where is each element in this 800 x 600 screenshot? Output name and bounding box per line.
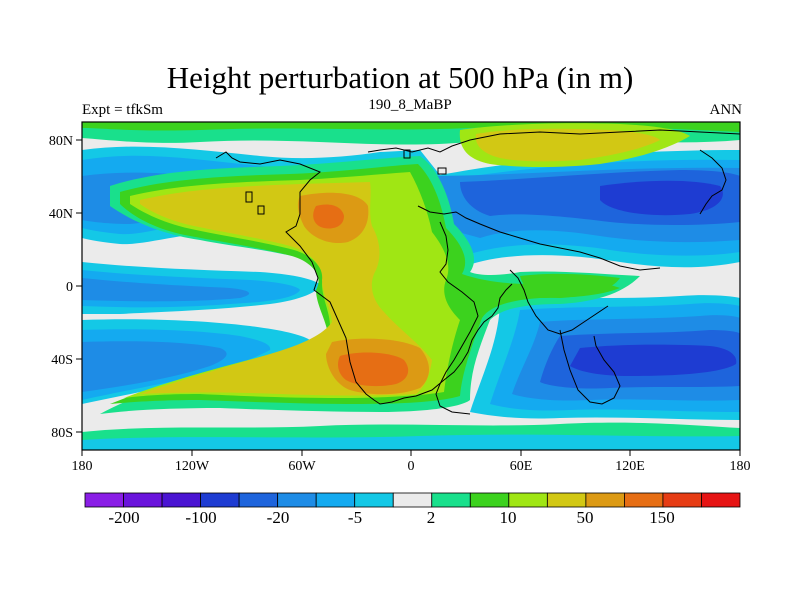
colorbar-swatch [354, 492, 394, 508]
lon-tick-label: 60E [510, 459, 533, 474]
lon-tick-label: 120W [175, 459, 210, 474]
colorbar-labels: -200 -100 -20 -5 2 10 50 150 [108, 508, 674, 527]
colorbar-swatch [431, 492, 471, 508]
colorbar-swatch [161, 492, 201, 508]
colorbar-label: 150 [649, 508, 675, 527]
lon-tick-label: 0 [408, 459, 415, 474]
colorbar-swatch [392, 492, 433, 508]
colorbar-swatch [701, 492, 741, 508]
lat-tick-label: 40S [51, 353, 73, 368]
colorbar-swatch [200, 492, 240, 508]
colorbar-swatch [238, 492, 279, 508]
lat-tick-label: 80N [49, 134, 73, 149]
colorbar-swatch [84, 492, 124, 508]
coastlines [215, 129, 740, 415]
colorbar-label: 2 [427, 508, 436, 527]
lat-tick-label: 40N [49, 207, 73, 222]
colorbar-swatch [546, 492, 587, 508]
experiment-label: Expt = tfkSm [82, 102, 163, 118]
colorbar-swatch [315, 492, 356, 508]
colorbar-label: -5 [348, 508, 362, 527]
lon-tick-label: 180 [730, 459, 751, 474]
lat-tick-label: 80S [51, 426, 73, 441]
colorbar-swatch [662, 492, 702, 508]
lon-tick-label: 180 [72, 459, 93, 474]
colorbar-label: -200 [108, 508, 139, 527]
colorbar-label: 50 [577, 508, 594, 527]
lon-tick-label: 60W [288, 459, 316, 474]
height-field [82, 122, 740, 450]
colorbar-label: 10 [500, 508, 517, 527]
plot-title: Height perturbation at 500 hPa (in m) [166, 60, 634, 95]
colorbar-swatch [585, 492, 625, 508]
period-label: 190_8_MaBP [368, 97, 452, 113]
lon-tick-labels: 180 120W 60W 0 60E 120E 180 [72, 459, 751, 474]
colorbar-swatch [508, 492, 548, 508]
season-label: ANN [709, 102, 743, 118]
lat-tick-label: 0 [66, 280, 73, 295]
colorbar-label: -100 [185, 508, 216, 527]
tick-marks [76, 139, 741, 456]
lon-tick-label: 120E [615, 459, 645, 474]
lat-tick-labels: 80N 40N 0 40S 80S [49, 134, 73, 441]
colorbar-swatch [624, 492, 664, 508]
colorbar-swatch [469, 492, 510, 508]
colorbar-label: -20 [267, 508, 290, 527]
colorbar [84, 492, 741, 508]
colorbar-swatch [277, 492, 317, 508]
colorbar-swatch [123, 492, 163, 508]
